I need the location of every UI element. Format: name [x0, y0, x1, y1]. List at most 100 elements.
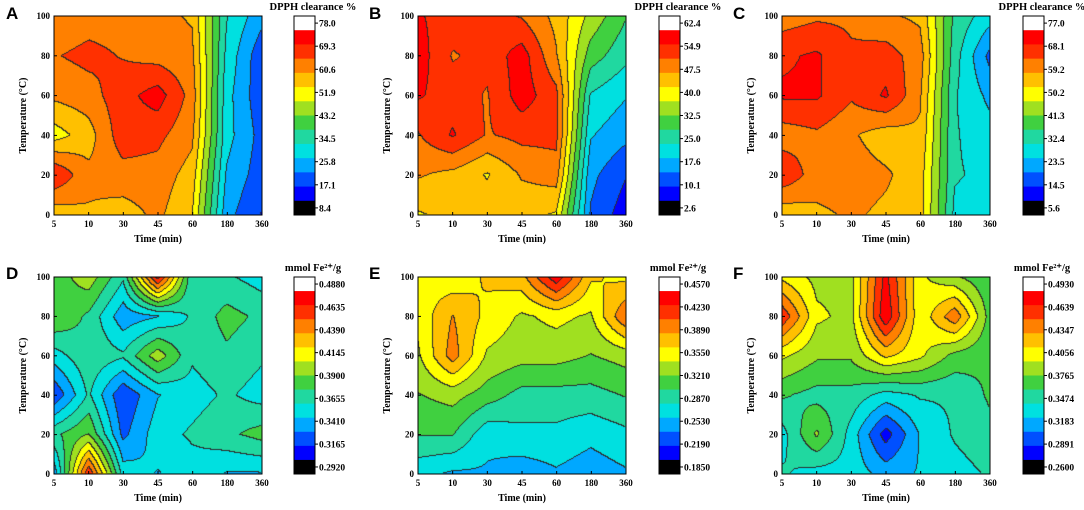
- x-tick-label: 60: [188, 219, 198, 229]
- panel-label: F: [733, 264, 743, 283]
- colorbar-tick-label: 0.3210: [684, 372, 710, 382]
- colorbar-tick-label: 0.2870: [684, 395, 710, 405]
- x-tick-label: 5: [52, 478, 57, 488]
- colorbar-tick-label: 0.2600: [1048, 463, 1074, 473]
- y-tick-label: 20: [405, 430, 415, 440]
- colorbar-band: [1023, 101, 1044, 116]
- y-tick-label: 20: [769, 430, 779, 440]
- colorbar-tick-label: 0.4347: [1048, 326, 1074, 336]
- colorbar-title: DPPH clearance %: [999, 2, 1084, 13]
- contour-surface: [418, 277, 626, 474]
- colorbar: 0.4570 0.4230 0.3890 0.3550 0.3210 0.2870 0.25…: [650, 263, 710, 475]
- y-tick-label: 100: [765, 11, 779, 21]
- colorbar-band: [1023, 347, 1044, 362]
- x-tick-label: 180: [949, 219, 963, 229]
- x-tick-label: 30: [119, 478, 129, 488]
- colorbar-tick-label: 0.3765: [1048, 372, 1074, 382]
- panel-label: D: [6, 264, 18, 283]
- colorbar-band: [1023, 319, 1044, 334]
- panel-label: E: [369, 264, 380, 283]
- colorbar-band: [659, 58, 680, 74]
- colorbar-band: [1023, 403, 1044, 419]
- x-tick-label: 30: [119, 219, 129, 229]
- colorbar-tick-label: 0.3165: [319, 441, 345, 451]
- colorbar-high-end: [294, 16, 315, 31]
- colorbar-tick-label: 60.6: [319, 66, 336, 76]
- colorbar-band: [294, 291, 315, 306]
- colorbar-band: [294, 58, 315, 74]
- colorbar-band: [294, 101, 315, 116]
- colorbar-high-end: [1023, 277, 1044, 292]
- panel-label: B: [369, 4, 381, 23]
- colorbar-band: [294, 87, 315, 102]
- colorbar-tick-label: 69.3: [319, 43, 336, 53]
- colorbar-tick-label: 0.4930: [1048, 281, 1074, 291]
- contour-surface: [54, 16, 262, 215]
- y-tick-label: 100: [37, 272, 51, 282]
- colorbar-tick-label: 32.5: [684, 112, 701, 122]
- colorbar-band: [294, 44, 315, 60]
- colorbar-band: [294, 319, 315, 334]
- colorbar-title: DPPH clearance %: [270, 2, 357, 13]
- y-axis-label: Temperature (°C): [18, 338, 29, 414]
- colorbar-band: [1023, 72, 1044, 88]
- colorbar: 78.0 69.3 60.6 51.9 43.2 34.5 25.8 17.1 8.4 DPPH …: [270, 2, 357, 216]
- colorbar-band: [294, 158, 315, 173]
- colorbar-tick-label: 32.4: [1048, 135, 1065, 145]
- x-tick-label: 60: [552, 478, 562, 488]
- colorbar-band: [294, 361, 315, 376]
- x-tick-label: 180: [949, 478, 963, 488]
- y-tick-label: 60: [769, 351, 779, 361]
- x-tick-label: 5: [416, 219, 421, 229]
- x-tick-label: 360: [983, 478, 997, 488]
- panel-label: A: [6, 4, 18, 23]
- colorbar-tick-label: 34.5: [319, 135, 336, 145]
- y-tick-label: 20: [41, 170, 51, 180]
- y-axis-label: Temperature (°C): [18, 78, 29, 154]
- colorbar: 0.4930 0.4639 0.4347 0.4056 0.3765 0.3474 0.31…: [1014, 263, 1074, 475]
- colorbar-band: [659, 87, 680, 102]
- colorbar-tick-label: 0.2530: [684, 418, 710, 428]
- colorbar-band: [294, 403, 315, 419]
- y-tick-label: 0: [774, 469, 779, 479]
- colorbar-band: [294, 375, 315, 391]
- x-tick-label: 10: [448, 219, 458, 229]
- colorbar-tick-label: 0.2920: [319, 463, 345, 473]
- colorbar-tick-label: 0.4230: [684, 303, 710, 313]
- panel-c: C 5 10 30 45 60 180 360 0 20 40 60 80 100 Time (min) Te…: [733, 2, 1084, 245]
- y-tick-label: 40: [405, 390, 415, 400]
- colorbar-high-end: [659, 277, 680, 292]
- x-tick-label: 60: [916, 478, 926, 488]
- colorbar-band: [659, 417, 680, 433]
- colorbar-band: [659, 305, 680, 320]
- x-tick-label: 5: [416, 478, 421, 488]
- colorbar-band: [1023, 333, 1044, 348]
- colorbar-band: [659, 44, 680, 60]
- colorbar-tick-label: 0.1850: [684, 463, 710, 473]
- colorbar-band: [659, 389, 680, 405]
- colorbar-band: [659, 115, 680, 131]
- colorbar-tick-label: 17.1: [319, 181, 336, 191]
- colorbar-tick-label: 0.4880: [319, 281, 345, 291]
- colorbar-band: [1023, 30, 1044, 45]
- y-tick-label: 0: [46, 469, 51, 479]
- colorbar-band: [294, 431, 315, 447]
- colorbar-band: [659, 431, 680, 447]
- colorbar-low-end: [1023, 459, 1044, 474]
- y-tick-label: 60: [769, 91, 779, 101]
- x-axis-label: Time (min): [862, 493, 910, 504]
- y-tick-label: 0: [774, 210, 779, 220]
- y-tick-label: 0: [46, 210, 51, 220]
- contour-surface: [782, 277, 990, 474]
- x-tick-label: 30: [483, 478, 493, 488]
- y-tick-label: 100: [765, 272, 779, 282]
- x-tick-label: 30: [483, 219, 493, 229]
- colorbar-tick-label: 62.4: [684, 20, 701, 30]
- x-tick-label: 180: [585, 219, 599, 229]
- x-axis-label: Time (min): [498, 493, 546, 504]
- colorbar-tick-label: 0.3550: [684, 349, 710, 359]
- colorbar-tick-label: 41.3: [1048, 112, 1065, 122]
- x-tick-label: 180: [221, 478, 235, 488]
- y-tick-label: 40: [41, 130, 51, 140]
